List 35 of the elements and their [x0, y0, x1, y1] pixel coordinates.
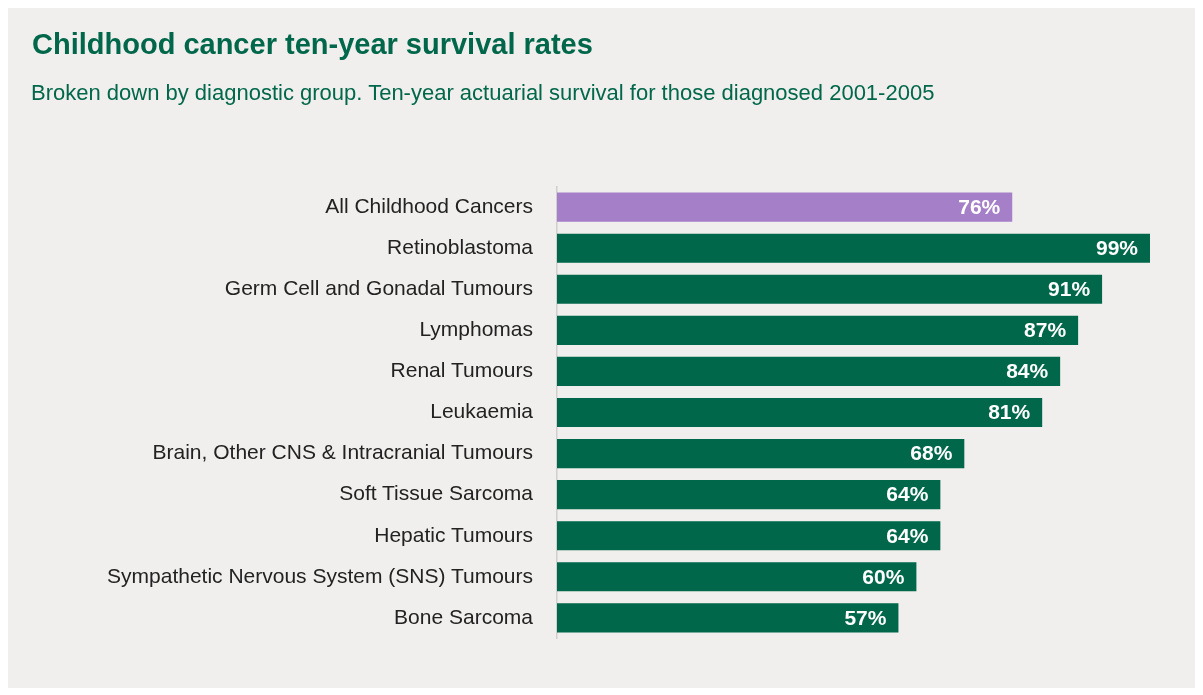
data-label: 64%: [886, 523, 929, 547]
data-label: 68%: [910, 441, 953, 465]
bar: [557, 315, 1079, 345]
y-tick-label: Renal Tumours: [390, 358, 533, 382]
bar: [557, 438, 965, 469]
text: Childhood cancer ten-year survival rates: [32, 28, 593, 61]
data-label: 76%: [958, 194, 1001, 218]
y-tick-label: Lymphomas: [419, 317, 533, 341]
bar: [557, 562, 917, 592]
data-label: 87%: [1024, 318, 1067, 342]
data-label: 91%: [1048, 277, 1091, 301]
bar: [557, 397, 1043, 428]
y-tick-label: Bone Sarcoma: [394, 604, 534, 628]
data-label: 84%: [1006, 359, 1049, 383]
y-tick-label: Soft Tissue Sarcoma: [339, 481, 534, 505]
y-tick-label: Germ Cell and Gonadal Tumours: [224, 276, 533, 300]
y-tick-label: Retinoblastoma: [387, 235, 534, 259]
bar: [557, 233, 1151, 263]
data-label: 64%: [886, 482, 929, 506]
data-label: 81%: [988, 400, 1031, 424]
y-tick-label: Brain, Other CNS & Intracranial Tumours: [152, 440, 533, 464]
y-tick-label: Leukaemia: [430, 399, 534, 423]
bar: [557, 521, 941, 551]
data-label: 60%: [862, 564, 905, 588]
bar: [557, 480, 941, 510]
bar: [557, 356, 1061, 387]
chart-subtitle: Broken down by diagnostic group. Ten-year actuarial survival for those diagnosed 2001-2005: [31, 80, 935, 106]
bar: [557, 274, 1103, 304]
y-tick-label: All Childhood Cancers: [325, 193, 533, 217]
y-tick-label: Hepatic Tumours: [374, 522, 533, 546]
bar: [557, 603, 899, 633]
data-label: 57%: [844, 605, 887, 629]
data-label: 99%: [1095, 236, 1139, 260]
bar: [557, 192, 1013, 222]
y-tick-label: Sympathetic Nervous System (SNS) Tumours: [107, 563, 533, 587]
